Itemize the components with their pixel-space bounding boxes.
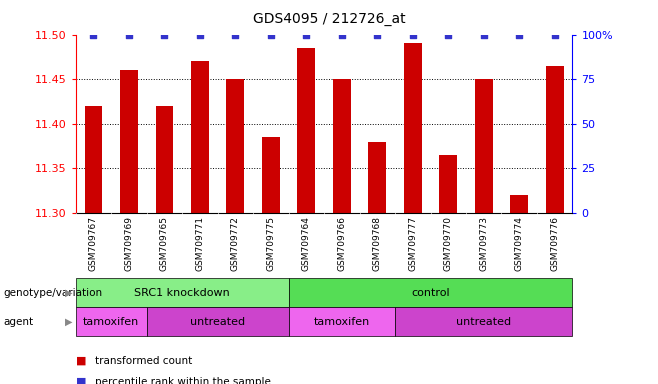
Point [88, 31, 99, 38]
Text: SRC1 knockdown: SRC1 knockdown [134, 288, 230, 298]
Text: GSM709769: GSM709769 [124, 217, 134, 271]
Text: GSM709764: GSM709764 [302, 217, 311, 271]
Text: ■: ■ [76, 356, 86, 366]
Text: untreated: untreated [456, 316, 511, 327]
Text: percentile rank within the sample: percentile rank within the sample [95, 377, 271, 384]
Bar [395, 307, 572, 336]
Bar [440, 155, 457, 213]
Point [407, 31, 418, 38]
Bar [289, 307, 395, 336]
Text: GSM709773: GSM709773 [479, 217, 488, 271]
Point [230, 31, 241, 38]
Text: GSM709774: GSM709774 [515, 217, 524, 271]
Point [301, 31, 312, 38]
Bar [120, 70, 138, 213]
Point [266, 31, 276, 38]
Text: untreated: untreated [190, 316, 245, 327]
Text: GSM709770: GSM709770 [443, 217, 453, 271]
Text: genotype/variation: genotype/variation [3, 288, 103, 298]
Point [443, 31, 453, 38]
Point [124, 31, 134, 38]
Text: agent: agent [3, 316, 34, 327]
Text: GSM709776: GSM709776 [550, 217, 559, 271]
Text: ▶: ▶ [65, 288, 72, 298]
Bar [226, 79, 244, 213]
Point [478, 31, 489, 38]
Bar [368, 142, 386, 213]
Point [336, 31, 347, 38]
Bar [155, 106, 173, 213]
Bar [546, 66, 564, 213]
Text: GSM709777: GSM709777 [408, 217, 417, 271]
Text: tamoxifen: tamoxifen [314, 316, 370, 327]
Text: control: control [411, 288, 450, 298]
Bar [289, 278, 572, 307]
Bar [475, 79, 493, 213]
Text: ■: ■ [76, 377, 86, 384]
Text: ▶: ▶ [65, 316, 72, 327]
Bar [511, 195, 528, 213]
Bar [76, 278, 289, 307]
Text: GSM709767: GSM709767 [89, 217, 98, 271]
Bar [262, 137, 280, 213]
Bar [84, 106, 102, 213]
Point [159, 31, 170, 38]
Point [549, 31, 560, 38]
Point [195, 31, 205, 38]
Point [514, 31, 524, 38]
Bar [404, 43, 422, 213]
Text: transformed count: transformed count [95, 356, 193, 366]
Text: GSM709771: GSM709771 [195, 217, 205, 271]
Bar [191, 61, 209, 213]
Bar [297, 48, 315, 213]
Text: GDS4095 / 212726_at: GDS4095 / 212726_at [253, 12, 405, 25]
Text: GSM709765: GSM709765 [160, 217, 169, 271]
Bar [76, 307, 147, 336]
Point [372, 31, 382, 38]
Text: GSM709766: GSM709766 [338, 217, 346, 271]
Text: GSM709772: GSM709772 [231, 217, 240, 271]
Bar [147, 307, 289, 336]
Text: GSM709768: GSM709768 [373, 217, 382, 271]
Text: GSM709775: GSM709775 [266, 217, 275, 271]
Bar [333, 79, 351, 213]
Text: tamoxifen: tamoxifen [83, 316, 139, 327]
